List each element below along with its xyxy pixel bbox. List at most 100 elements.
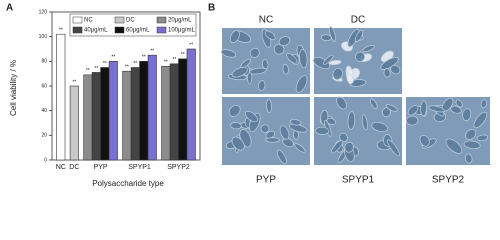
cell	[371, 121, 389, 133]
bar	[186, 48, 196, 161]
cell	[220, 49, 237, 58]
cell	[264, 30, 276, 41]
cell	[326, 117, 337, 125]
bar	[161, 65, 171, 161]
significance-label: **	[86, 68, 90, 74]
cell	[228, 105, 241, 117]
x-axis-label: Polysaccharide type	[92, 179, 164, 188]
panel-label: A	[6, 3, 13, 14]
cell	[473, 111, 488, 129]
significance-label: **	[172, 57, 176, 63]
x-tick-label: SPYP2	[167, 164, 190, 171]
legend-label: 60μg/mL	[126, 28, 150, 34]
cell	[282, 138, 294, 148]
significance-label: **	[125, 65, 129, 71]
y-tick-label: 20	[41, 133, 47, 139]
cell	[332, 67, 343, 81]
cell	[230, 122, 242, 130]
cell	[407, 105, 419, 116]
cell	[315, 126, 330, 135]
legend-swatch	[156, 26, 167, 34]
significance-label: **	[164, 60, 168, 66]
legend-label: 20μg/mL	[168, 18, 192, 24]
significance-label: **	[59, 28, 63, 34]
cell	[362, 45, 375, 52]
cell	[463, 140, 481, 150]
cell	[476, 134, 489, 142]
cell	[265, 137, 280, 143]
cell	[258, 80, 266, 92]
cell	[279, 125, 290, 140]
significance-label: **	[111, 55, 115, 61]
cell	[276, 149, 287, 165]
bar	[100, 67, 110, 161]
panel-label: B	[208, 3, 215, 14]
figure: A B Polysaccharide type Cell viability /…	[6, 3, 490, 188]
y-axis-label: Cell viability / %	[9, 60, 18, 116]
micrograph	[220, 28, 310, 94]
significance-label: **	[72, 79, 76, 85]
image-label: SPYP1	[342, 175, 375, 186]
cell	[428, 105, 445, 113]
significance-label: **	[94, 66, 98, 72]
micrograph	[314, 96, 402, 165]
cell	[387, 139, 400, 157]
cell	[385, 104, 398, 112]
cell	[266, 98, 272, 114]
legend-label: 100μg/mL	[168, 28, 195, 34]
cell	[383, 68, 391, 78]
cell	[282, 64, 289, 75]
cell	[464, 153, 473, 164]
bar	[147, 54, 157, 161]
cell	[299, 49, 308, 69]
bar	[139, 61, 149, 161]
cell	[249, 67, 267, 75]
cell	[382, 107, 391, 118]
cell	[331, 139, 344, 154]
cell	[231, 66, 248, 78]
cell	[286, 53, 298, 64]
x-tick-label: NC	[56, 164, 66, 171]
cell	[480, 99, 488, 109]
cell	[323, 54, 334, 65]
x-tick-label: PYP	[94, 164, 108, 171]
cell	[347, 111, 356, 130]
significance-label: **	[150, 48, 154, 54]
cell	[355, 51, 366, 62]
legend-swatch	[72, 26, 83, 34]
legend-label: NC	[84, 18, 93, 24]
legend-swatch	[156, 16, 167, 24]
legend-swatch	[114, 26, 125, 34]
legend-swatch	[72, 16, 83, 24]
cell	[465, 128, 477, 140]
cell	[278, 36, 291, 47]
y-tick-label: 80	[41, 59, 47, 65]
image-label: DC	[351, 15, 365, 26]
y-tick-label: 60	[41, 83, 47, 89]
y-tick-label: 40	[41, 108, 47, 114]
y-tick-label: 0	[44, 157, 47, 163]
significance-label: **	[103, 61, 107, 67]
image-label: SPYP2	[432, 175, 465, 186]
bar	[83, 74, 93, 161]
legend-swatch	[114, 16, 125, 24]
cell	[295, 75, 308, 93]
cell	[445, 138, 463, 154]
cell	[294, 143, 306, 153]
cell	[339, 132, 348, 143]
bar	[178, 58, 188, 161]
micrograph	[222, 97, 310, 165]
cell	[229, 30, 240, 43]
cell	[336, 96, 347, 110]
image-label: NC	[259, 15, 273, 26]
bar	[130, 67, 140, 161]
y-tick-label: 100	[39, 34, 48, 40]
cell	[450, 105, 462, 114]
bar	[69, 85, 79, 161]
cell	[390, 64, 401, 75]
cell	[273, 43, 285, 55]
legend-label: 40μg/mL	[84, 28, 108, 34]
significance-label: **	[142, 55, 146, 61]
cell	[260, 124, 270, 133]
bar	[56, 33, 66, 161]
